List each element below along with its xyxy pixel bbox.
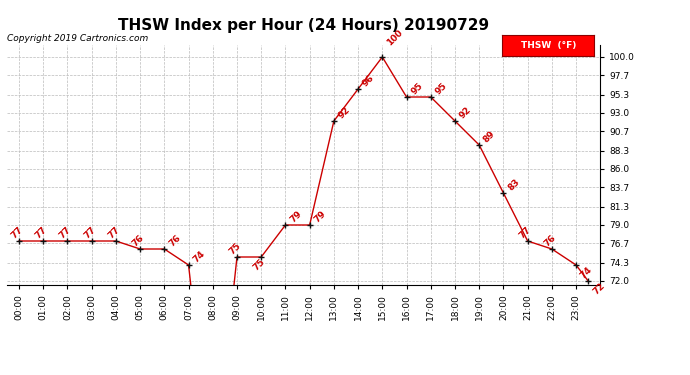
Text: Copyright 2019 Cartronics.com: Copyright 2019 Cartronics.com (7, 34, 148, 43)
Text: 76: 76 (542, 233, 558, 248)
Text: 92: 92 (337, 105, 352, 120)
Text: 77: 77 (518, 225, 533, 240)
Text: 96: 96 (361, 73, 376, 88)
Text: 95: 95 (433, 81, 448, 96)
Text: 77: 77 (34, 225, 49, 240)
Text: 74: 74 (579, 266, 594, 281)
Text: 75: 75 (227, 241, 243, 256)
Text: 74: 74 (191, 249, 207, 264)
Text: 77: 77 (58, 225, 73, 240)
Title: THSW Index per Hour (24 Hours) 20190729: THSW Index per Hour (24 Hours) 20190729 (118, 18, 489, 33)
Text: 95: 95 (409, 81, 424, 96)
Text: 76: 76 (130, 233, 146, 248)
Text: 92: 92 (457, 105, 473, 120)
Text: 100: 100 (385, 28, 404, 48)
Text: 89: 89 (482, 129, 497, 144)
Text: 75: 75 (251, 258, 267, 273)
Text: 77: 77 (9, 225, 25, 240)
Text: 77: 77 (82, 225, 97, 240)
Text: 76: 76 (167, 233, 182, 248)
Text: 83: 83 (506, 177, 522, 192)
Text: 72: 72 (591, 282, 607, 297)
Text: 79: 79 (288, 209, 304, 224)
Text: 79: 79 (313, 209, 328, 224)
Text: 77: 77 (106, 225, 121, 240)
